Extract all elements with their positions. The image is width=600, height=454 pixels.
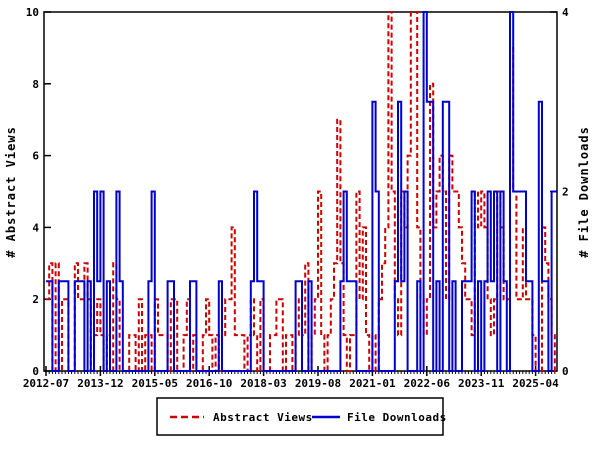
svg-text:10: 10	[26, 6, 39, 19]
svg-text:8: 8	[32, 78, 39, 91]
svg-text:2025-04: 2025-04	[512, 377, 559, 390]
svg-text:2012-07: 2012-07	[23, 377, 69, 390]
svg-text:0: 0	[32, 365, 39, 378]
legend-box	[156, 397, 444, 436]
svg-text:2022-06: 2022-06	[404, 377, 451, 390]
left-axis-title: # Abstract Views	[4, 126, 18, 258]
svg-text:2013-12: 2013-12	[77, 377, 123, 390]
svg-text:0: 0	[562, 365, 569, 378]
legend: Abstract Views File Downloads	[156, 397, 447, 436]
legend-label-abstract-views: Abstract Views	[213, 411, 313, 424]
svg-text:2016-10: 2016-10	[186, 377, 232, 390]
svg-text:2021-01: 2021-01	[349, 377, 396, 390]
plot-area: 0 2 4 6 8 10 0 2 4 2012-07 2013-12 2015-05 2016-10 20…	[23, 6, 569, 390]
svg-text:2: 2	[562, 186, 569, 199]
svg-text:2019-08: 2019-08	[295, 377, 341, 390]
series-line-file-downloads	[46, 11, 557, 372]
svg-text:4: 4	[32, 221, 39, 234]
legend-label-file-downloads: File Downloads	[347, 411, 447, 424]
svg-text:2018-03: 2018-03	[240, 377, 286, 390]
svg-text:6: 6	[32, 150, 39, 163]
right-axis-title: # File Downloads	[577, 126, 591, 258]
svg-text:4: 4	[562, 6, 569, 19]
svg-text:2015-05: 2015-05	[132, 377, 178, 390]
svg-text:2: 2	[32, 293, 39, 306]
svg-text:2023-11: 2023-11	[458, 377, 505, 390]
